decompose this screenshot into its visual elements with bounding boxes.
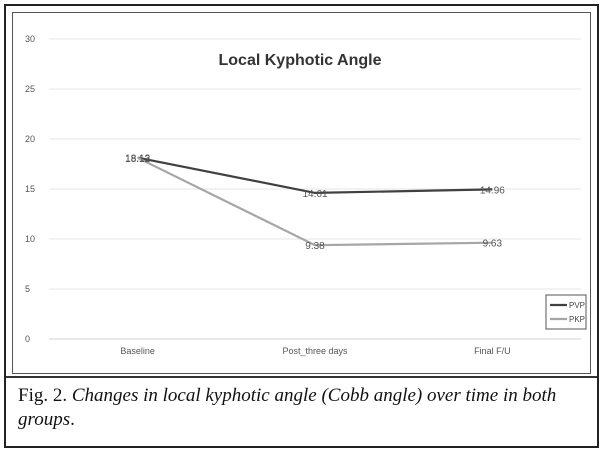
chart-panel: 0 5 10 15 20 25 30 Baseline Post_three days Fina… bbox=[12, 12, 591, 374]
data-label: 18.13 bbox=[125, 154, 150, 165]
data-label: 9.63 bbox=[483, 239, 503, 250]
legend-label: PVP bbox=[569, 301, 585, 310]
x-tick-label: Final F/U bbox=[474, 346, 511, 356]
caption-text: Changes in local kyphotic angle (Cobb an… bbox=[18, 385, 557, 430]
x-tick-label: Baseline bbox=[120, 346, 155, 356]
y-tick-label: 15 bbox=[25, 184, 35, 194]
y-tick-label: 30 bbox=[25, 34, 35, 44]
line-chart: 0 5 10 15 20 25 30 Baseline Post_three days Fina… bbox=[25, 34, 587, 356]
caption-label: Fig. 2. bbox=[18, 385, 68, 406]
caption-end: . bbox=[70, 409, 75, 430]
x-tick-label: Post_three days bbox=[282, 346, 348, 356]
data-label: 18.12 bbox=[125, 154, 150, 165]
y-tick-label: 0 bbox=[25, 334, 30, 344]
figure: 0 5 10 15 20 25 30 Baseline Post_three days Fina… bbox=[4, 4, 599, 448]
y-tick-label: 25 bbox=[25, 84, 35, 94]
data-label: 14.61 bbox=[302, 189, 327, 200]
x-tick-labels: Baseline Post_three days Final F/U bbox=[120, 346, 510, 356]
series-lines bbox=[137, 156, 493, 247]
grid-lines bbox=[49, 38, 581, 340]
caption-divider bbox=[6, 376, 597, 378]
series-line-pkp bbox=[137, 156, 493, 247]
legend: PVP PKP bbox=[545, 294, 587, 330]
y-tick-label: 10 bbox=[25, 234, 35, 244]
chart-title: Local Kyphotic Angle bbox=[219, 52, 382, 69]
legend-label: PKP bbox=[569, 315, 585, 324]
figure-caption: Fig. 2. Changes in local kyphotic angle … bbox=[18, 384, 578, 432]
data-label: 14.96 bbox=[480, 185, 505, 196]
data-labels: 18.13 14.61 14.96 18.12 9.38 9.63 bbox=[125, 154, 505, 253]
series-line-pvp bbox=[137, 156, 493, 195]
y-tick-label: 20 bbox=[25, 134, 35, 144]
y-tick-labels: 0 5 10 15 20 25 30 bbox=[25, 34, 35, 344]
data-label: 9.38 bbox=[305, 241, 325, 252]
y-tick-label: 5 bbox=[25, 284, 30, 294]
legend-box bbox=[545, 294, 587, 330]
